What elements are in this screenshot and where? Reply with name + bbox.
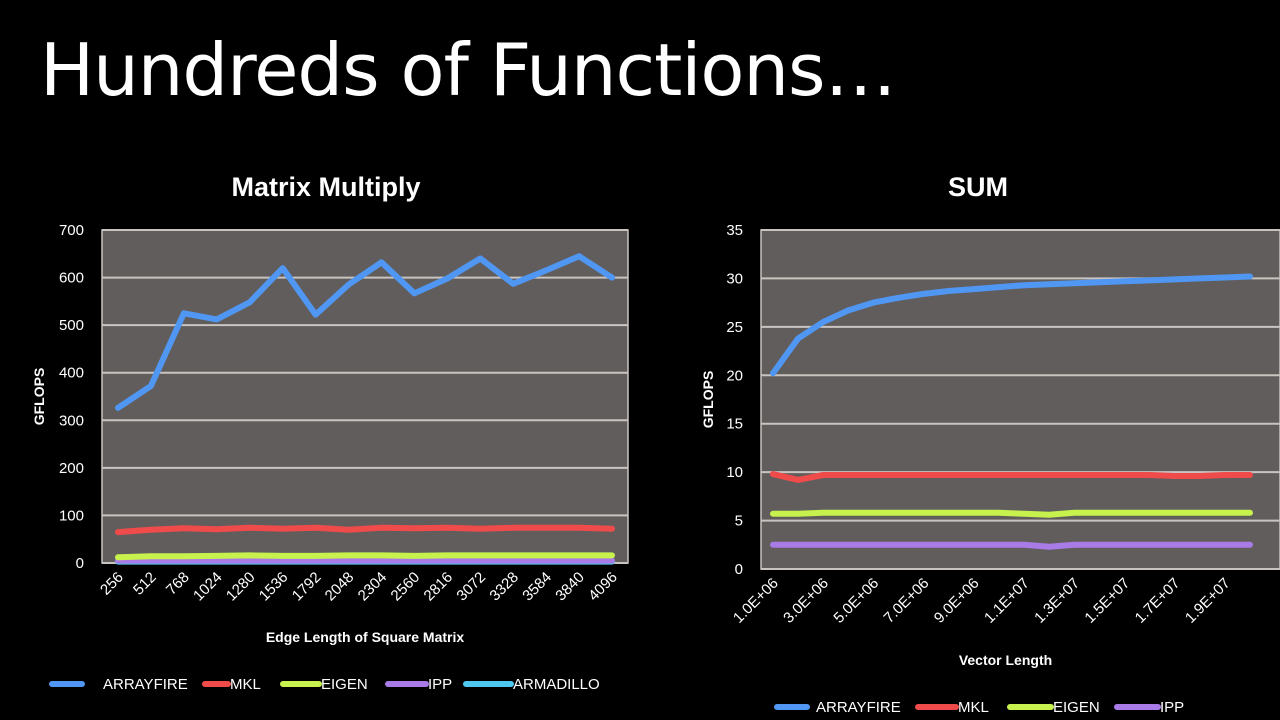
legend-item-ipp: IPP: [385, 676, 452, 693]
y-tick-label: 20: [726, 367, 743, 384]
y-axis-label: GFLOPS: [31, 368, 47, 426]
y-tick-label: 5: [735, 513, 743, 530]
slide-title: Hundreds of Functions…: [40, 28, 897, 112]
x-tick-label: 3328: [486, 569, 522, 605]
series-line-ipp: [770, 541, 1253, 550]
y-tick-label: 25: [726, 319, 743, 336]
legend-label: EIGEN: [321, 676, 368, 693]
y-tick-label: 700: [59, 222, 84, 239]
legend-label: MKL: [230, 676, 261, 693]
x-tick-label: 1.0E+06: [730, 575, 782, 627]
y-tick-label: 200: [59, 460, 84, 477]
y-tick-label: 400: [59, 365, 84, 382]
y-tick-label: 500: [59, 317, 84, 334]
x-tick-label: 1.9E+07: [1182, 575, 1234, 627]
x-tick-label: 768: [163, 569, 193, 599]
series-line-arrayfire: [115, 253, 615, 411]
legend-item-arrayfire: ARRAYFIRE: [774, 699, 901, 716]
legend-label: ARRAYFIRE: [103, 676, 188, 693]
x-tick-label: 1.3E+07: [1031, 575, 1083, 627]
y-tick-label: 0: [735, 561, 743, 578]
y-tick-label: 35: [726, 222, 743, 239]
x-tick-label: 1.7E+07: [1132, 575, 1184, 627]
y-tick-label: 100: [59, 507, 84, 524]
x-tick-label: 1.1E+07: [981, 575, 1033, 627]
series-line-mkl: [115, 524, 615, 536]
legend-label: IPP: [428, 676, 452, 693]
x-tick-label: 9.0E+06: [931, 575, 983, 627]
x-tick-label: 1024: [190, 569, 226, 605]
y-axis-label: GFLOPS: [700, 371, 716, 429]
legend-label: IPP: [1160, 699, 1184, 716]
legend-label: EIGEN: [1053, 699, 1100, 716]
x-tick-label: 3584: [519, 569, 555, 605]
series-line-eigen: [770, 509, 1253, 518]
x-tick-label: 1.5E+07: [1081, 575, 1133, 627]
series-line-arrayfire: [770, 273, 1253, 377]
chart-title: SUM: [948, 172, 1008, 202]
x-tick-label: 1536: [256, 569, 292, 605]
y-tick-label: 10: [726, 464, 743, 481]
y-tick-label: 15: [726, 416, 743, 433]
x-axis-label: Edge Length of Square Matrix: [266, 629, 465, 645]
y-tick-label: 300: [59, 412, 84, 429]
x-tick-label: 3840: [552, 569, 588, 605]
x-tick-label: 5.0E+06: [830, 575, 882, 627]
legend-label: MKL: [958, 699, 989, 716]
y-tick-label: 30: [726, 270, 743, 287]
legend-item-eigen: EIGEN: [280, 676, 368, 693]
x-tick-label: 7.0E+06: [881, 575, 933, 627]
legend-item-mkl: MKL: [915, 699, 989, 716]
legend-item-ipp: IPP: [1114, 699, 1184, 716]
x-tick-label: 3.0E+06: [780, 575, 832, 627]
x-tick-label: 2048: [322, 569, 358, 605]
x-tick-label: 2816: [421, 569, 457, 605]
x-tick-label: 1280: [223, 569, 259, 605]
legend-label: ARMADILLO: [513, 676, 600, 693]
x-tick-label: 3072: [453, 569, 489, 605]
matrix-multiply-chart: Matrix Multiply 0 100 200 300 400 500 600 700 GFL…: [31, 172, 629, 693]
x-tick-label: 512: [130, 569, 160, 599]
y-tick-label: 600: [59, 270, 84, 287]
chart-title: Matrix Multiply: [231, 172, 420, 202]
x-tick-label: 256: [97, 569, 127, 599]
plot-area: [101, 229, 629, 564]
legend-item-mkl: MKL: [202, 676, 261, 693]
x-tick-label: 4096: [585, 569, 621, 605]
legend-item-armadillo: ARMADILLO: [463, 676, 600, 693]
x-tick-label: 2560: [388, 569, 424, 605]
y-tick-label: 0: [76, 555, 84, 572]
legend-item-arrayfire: ARRAYFIRE: [49, 676, 188, 693]
sum-chart: SUM 0 5 10 15 20 25 30 35 GFLOPS 1.0E+063.0E+065.0…: [700, 172, 1280, 716]
series-line-eigen: [115, 552, 615, 561]
legend-label: ARRAYFIRE: [816, 699, 901, 716]
x-tick-label: 2304: [355, 569, 391, 605]
x-tick-label: 1792: [289, 569, 325, 605]
legend-item-eigen: EIGEN: [1007, 699, 1100, 716]
series-line-mkl: [770, 471, 1253, 483]
x-axis-label: Vector Length: [959, 652, 1052, 668]
